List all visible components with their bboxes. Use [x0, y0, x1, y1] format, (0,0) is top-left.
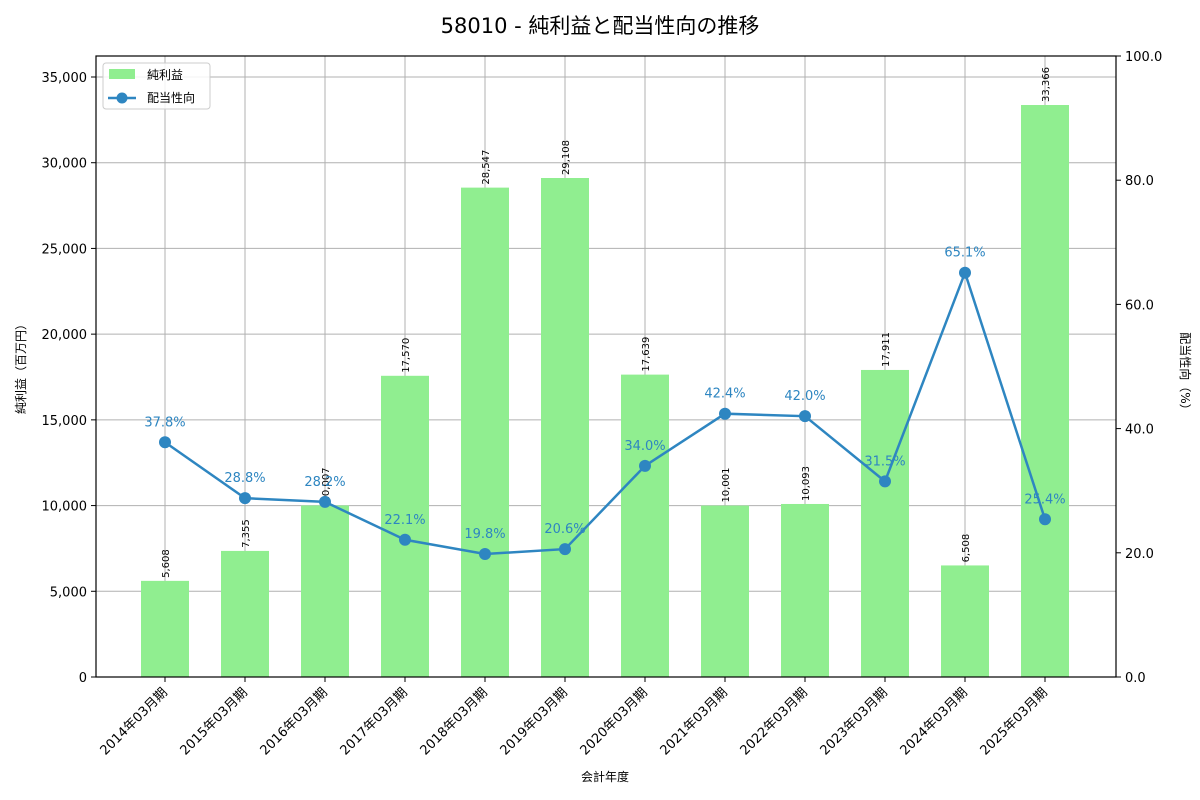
bar — [701, 505, 749, 677]
line-marker — [239, 492, 251, 505]
line-marker — [319, 495, 331, 508]
y2-axis-label: 配当性向（%） — [1178, 332, 1193, 415]
bar-value-label: 17,570 — [401, 338, 412, 373]
y-tick-label: 35,000 — [42, 71, 88, 86]
x-tick-label: 2018年03月期 — [418, 685, 491, 758]
bar — [621, 374, 669, 677]
bar-value-label: 29,108 — [561, 140, 572, 175]
ratio-value-label: 34.0% — [624, 439, 665, 454]
legend-label-payout-ratio: 配当性向 — [147, 90, 195, 105]
bars — [141, 105, 1069, 678]
y-tick-label: 0 — [79, 671, 87, 686]
bar — [861, 369, 909, 677]
bar-value-label: 17,639 — [641, 337, 652, 372]
y-axis-label: 純利益（百万円） — [14, 318, 28, 414]
bar — [541, 178, 589, 677]
bar — [941, 565, 989, 677]
x-tick-label: 2017年03月期 — [338, 685, 411, 758]
x-axis-label: 会計年度 — [581, 769, 629, 784]
y2-tick-label: 100.0 — [1125, 50, 1162, 65]
x-axis: 2014年03月期 2015年03月期 2016年03月期 2017年03月期 2018… — [98, 677, 1051, 759]
ratio-value-label: 25.4% — [1024, 492, 1065, 507]
ratio-value-label: 37.8% — [144, 415, 185, 430]
bar — [141, 580, 189, 677]
x-tick-label: 2025年03月期 — [978, 685, 1051, 758]
bar — [781, 503, 829, 677]
line-marker — [399, 533, 411, 546]
bar — [221, 550, 269, 677]
bar-value-label: 10,007 — [321, 467, 332, 502]
bar-value-label: 10,093 — [801, 466, 812, 501]
line-marker — [639, 459, 651, 472]
x-tick-label: 2020年03月期 — [578, 685, 651, 758]
bar-value-label: 17,911 — [881, 332, 892, 367]
bar-labels: 5,608 7,355 10,007 17,570 28,547 29,108 17,639… — [161, 67, 1052, 578]
bar-value-label: 6,508 — [961, 534, 972, 563]
y2-tick-label: 40.0 — [1125, 423, 1154, 438]
x-tick-label: 2024年03月期 — [898, 685, 971, 758]
y2-tick-label: 80.0 — [1125, 174, 1154, 189]
legend-marker-icon — [116, 92, 128, 104]
ratio-value-label: 22.1% — [384, 513, 425, 528]
y-tick-label: 5,000 — [50, 585, 87, 600]
ratio-value-label: 31.5% — [864, 454, 905, 469]
payout-ratio-line: 37.8% 28.8% 28.2% 22.1% 19.8% 20.6% 34.0% 42.4%… — [144, 246, 1066, 561]
line-marker — [479, 548, 491, 561]
bar — [381, 375, 429, 677]
ratio-value-label: 42.4% — [704, 387, 745, 402]
line-marker — [959, 266, 971, 279]
line-marker — [1039, 513, 1051, 526]
x-tick-label: 2014年03月期 — [98, 685, 171, 758]
x-tick-label: 2021年03月期 — [658, 685, 731, 758]
plot-frame — [95, 55, 1117, 678]
bar-value-label: 7,355 — [241, 519, 252, 548]
bar — [1021, 105, 1069, 678]
bar — [301, 505, 349, 677]
y-tick-label: 20,000 — [42, 328, 88, 343]
y-tick-label: 30,000 — [42, 157, 88, 172]
bar — [461, 187, 509, 677]
ratio-value-label: 28.8% — [224, 471, 265, 486]
ratio-value-label: 20.6% — [544, 522, 585, 537]
y-axis-right: 0.0 20.0 40.0 60.0 80.0 100.0 — [1116, 50, 1162, 686]
line-marker — [719, 407, 731, 420]
legend-label-net-income: 純利益 — [147, 68, 183, 82]
legend-bar-swatch-icon — [109, 69, 135, 79]
y-tick-label: 10,000 — [42, 500, 88, 515]
bar-value-label: 10,001 — [721, 468, 732, 503]
ratio-value-label: 42.0% — [784, 389, 825, 404]
line-marker — [159, 436, 171, 449]
line-path — [164, 268, 1047, 556]
y-tick-label: 25,000 — [42, 242, 88, 257]
bar-value-label: 33,366 — [1041, 67, 1052, 102]
chart-title: 58010 - 純利益と配当性向の推移 — [441, 14, 760, 38]
y-axis-left: 0 5,000 10,000 15,000 20,000 25,000 30,000 35,0… — [42, 71, 96, 686]
y-tick-label: 15,000 — [42, 414, 88, 429]
legend: 純利益 配当性向 — [102, 62, 211, 110]
ratio-value-label: 28.2% — [304, 475, 345, 490]
x-tick-label: 2015年03月期 — [178, 685, 251, 758]
bar-value-label: 5,608 — [161, 549, 172, 578]
line-marker — [879, 475, 891, 488]
ratio-value-label: 65.1% — [944, 246, 985, 261]
y2-tick-label: 20.0 — [1125, 547, 1154, 562]
line-marker — [559, 543, 571, 556]
x-tick-label: 2022年03月期 — [738, 685, 811, 758]
x-tick-label: 2016年03月期 — [258, 685, 331, 758]
x-tick-label: 2019年03月期 — [498, 685, 571, 758]
bar-value-label: 28,547 — [481, 150, 492, 185]
ratio-value-label: 19.8% — [464, 527, 505, 542]
y2-tick-label: 0.0 — [1125, 671, 1146, 686]
line-marker — [799, 410, 811, 423]
y2-tick-label: 60.0 — [1125, 298, 1154, 313]
x-tick-label: 2023年03月期 — [818, 685, 891, 758]
